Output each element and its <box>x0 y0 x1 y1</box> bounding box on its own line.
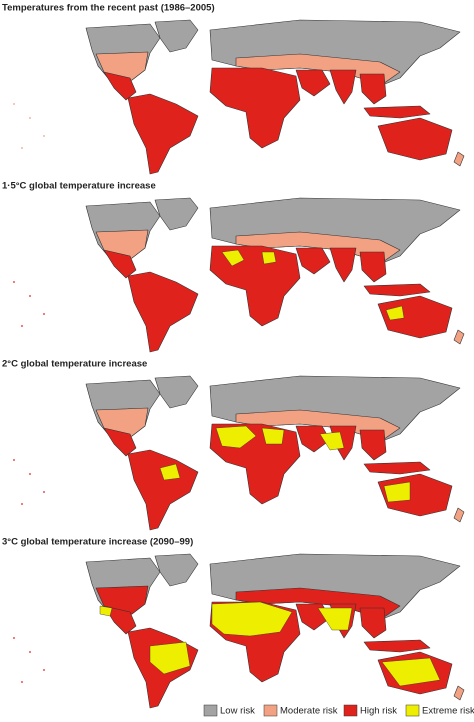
island <box>43 313 45 315</box>
island <box>21 503 23 505</box>
middle-east <box>295 69 331 97</box>
island <box>13 281 15 283</box>
extreme-area <box>99 605 113 617</box>
se-asia <box>359 429 387 461</box>
island <box>13 103 15 105</box>
island <box>43 491 45 493</box>
legend-label: High risk <box>360 706 397 717</box>
panel-title: 1·5°C global temperature increase <box>2 181 156 192</box>
extreme-area <box>261 427 285 445</box>
panel-title: 2°C global temperature increase <box>2 359 147 370</box>
island <box>21 681 23 683</box>
extreme-area <box>385 305 405 321</box>
south-america <box>127 449 199 531</box>
australia <box>377 117 453 161</box>
extreme-area <box>381 657 441 687</box>
island <box>29 117 31 119</box>
legend-swatch <box>203 704 218 717</box>
south-america <box>127 93 199 175</box>
middle-east <box>295 247 331 275</box>
mexico <box>103 71 137 101</box>
extreme-area <box>261 251 277 265</box>
island <box>29 473 31 475</box>
se-asia <box>359 251 387 283</box>
mexico <box>103 249 137 279</box>
new-zealand <box>453 151 465 167</box>
legend-label: Moderate risk <box>280 706 338 717</box>
island <box>43 669 45 671</box>
indonesia <box>363 105 431 119</box>
island <box>29 295 31 297</box>
map <box>13 553 465 709</box>
new-zealand <box>453 685 465 701</box>
panel-title: Temperatures from the recent past (1986–… <box>2 3 215 14</box>
mexico <box>103 605 137 635</box>
legend-swatch <box>405 704 420 717</box>
greenland <box>154 553 199 587</box>
island <box>21 147 23 149</box>
india <box>329 247 357 283</box>
extreme-area <box>149 641 191 675</box>
africa <box>209 67 301 149</box>
island <box>13 637 15 639</box>
map <box>13 19 465 175</box>
legend-swatch <box>343 704 358 717</box>
extreme-area <box>215 425 257 449</box>
legend-label: Extreme risk <box>422 706 474 717</box>
india <box>329 69 357 105</box>
extreme-area <box>221 249 245 267</box>
indonesia <box>363 639 431 653</box>
south-america <box>127 271 199 353</box>
extreme-area <box>319 431 345 451</box>
greenland <box>154 375 199 409</box>
greenland <box>154 197 199 231</box>
africa <box>209 245 301 327</box>
legend-swatch <box>263 704 278 717</box>
australia <box>377 295 453 339</box>
extreme-area <box>317 607 353 631</box>
greenland <box>154 19 199 53</box>
extreme-area <box>383 481 411 503</box>
se-asia <box>359 607 387 639</box>
island <box>13 459 15 461</box>
map <box>13 197 465 353</box>
indonesia <box>363 283 431 297</box>
panel-title: 3°C global temperature increase (2090–99… <box>2 537 193 548</box>
extreme-area <box>211 601 293 637</box>
island <box>29 651 31 653</box>
legend-label: Low risk <box>220 706 255 717</box>
mexico <box>103 427 137 457</box>
new-zealand <box>453 329 465 345</box>
middle-east <box>295 425 331 453</box>
island <box>21 325 23 327</box>
se-asia <box>359 73 387 105</box>
map <box>13 375 465 531</box>
island <box>43 135 45 137</box>
extreme-area <box>159 463 181 481</box>
new-zealand <box>453 507 465 523</box>
indonesia <box>363 461 431 475</box>
